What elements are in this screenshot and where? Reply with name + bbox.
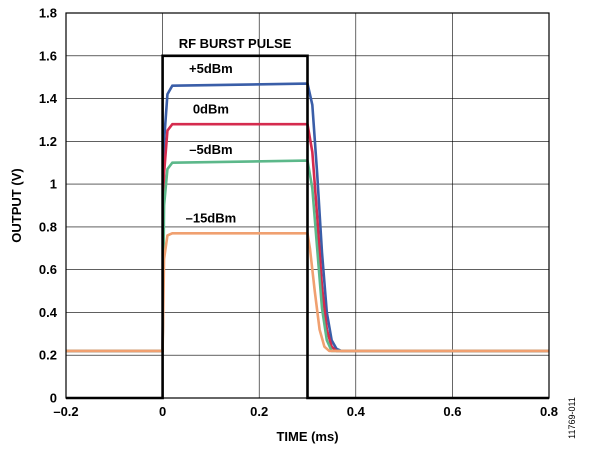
y-tick-label: 1.4	[39, 91, 58, 106]
y-tick-label: 0.8	[39, 219, 57, 234]
y-tick-label: 1	[50, 177, 57, 192]
x-axis-title: TIME (ms)	[276, 429, 338, 444]
tick-labels: –0.2 0 0.2 0.4 0.6 0.800.20.40.60.811.21.41.6…	[39, 6, 558, 420]
x-tick-label: 0.4	[347, 404, 366, 419]
series-label-3: –15dBm	[186, 211, 237, 226]
x-tick-label: 0.8	[540, 404, 558, 419]
y-axis-title: OUTPUT (V)	[9, 168, 24, 242]
y-tick-label: 0.4	[39, 305, 58, 320]
y-tick-label: 1.8	[39, 6, 57, 21]
y-tick-label: 0	[50, 391, 57, 406]
y-tick-label: 0.6	[39, 262, 57, 277]
x-tick-label: 0.6	[443, 404, 461, 419]
series-label-2: –5dBm	[189, 142, 232, 157]
series-label-0: +5dBm	[189, 61, 233, 76]
x-tick-label: 0.2	[250, 404, 268, 419]
y-tick-label: 1.2	[39, 134, 57, 149]
x-tick-label: 0	[159, 404, 166, 419]
figure-id: 11769-011	[567, 397, 577, 439]
x-tick-label: –0.2	[53, 404, 78, 419]
series-label-1: 0dBm	[193, 102, 229, 117]
y-tick-label: 0.2	[39, 348, 57, 363]
rf-burst-pulse-annotation: RF BURST PULSE	[66, 36, 549, 398]
y-tick-label: 1.6	[39, 48, 57, 63]
rf-burst-pulse-label: RF BURST PULSE	[179, 36, 292, 51]
